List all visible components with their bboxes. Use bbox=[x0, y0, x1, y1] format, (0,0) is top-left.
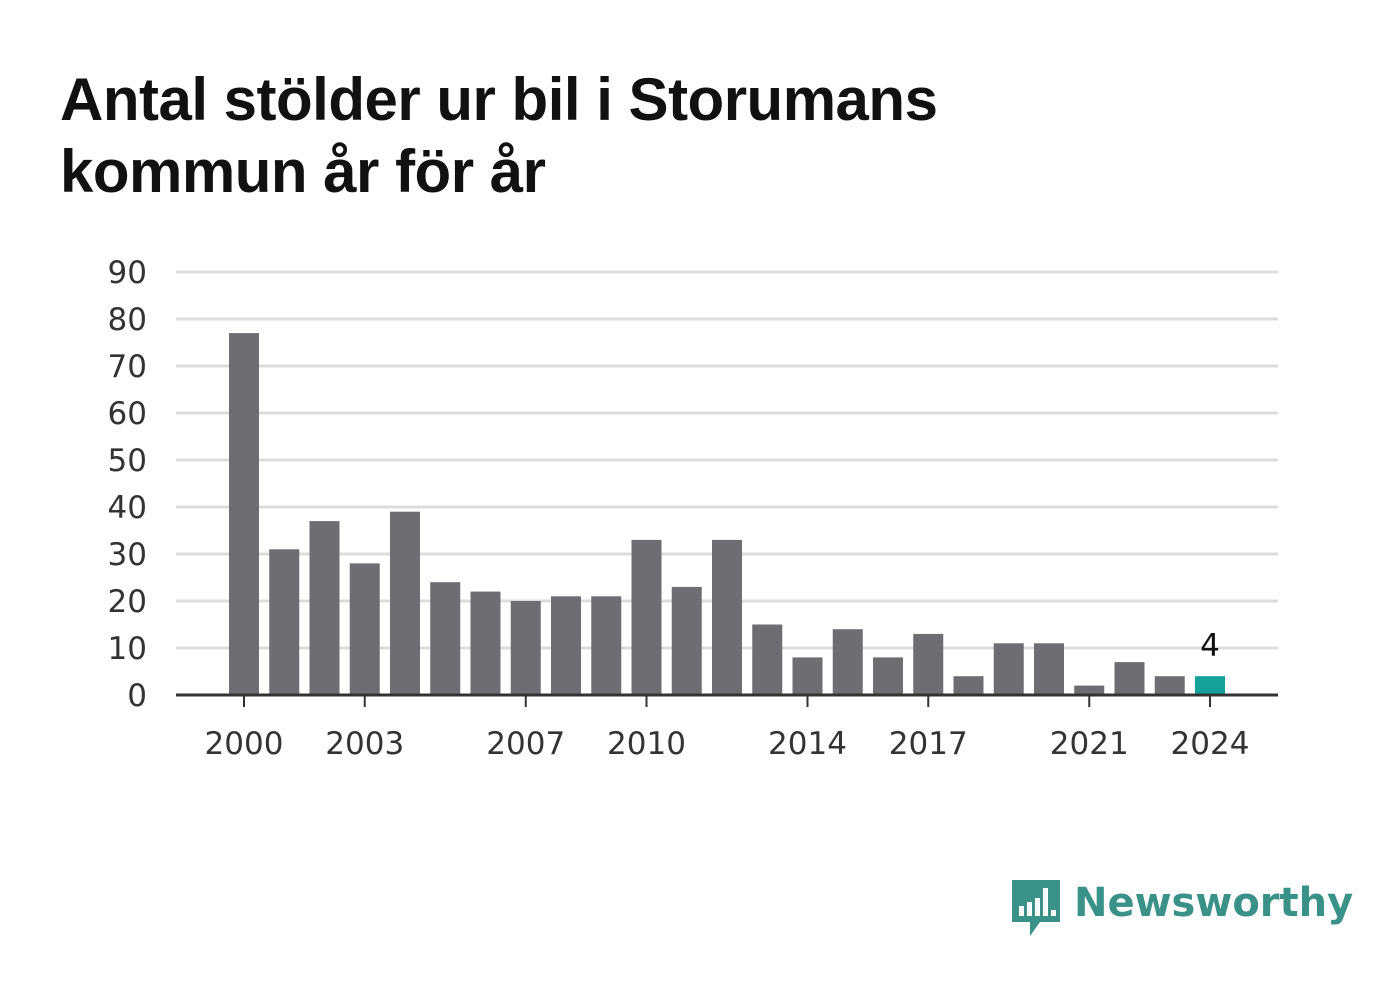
x-tick-label: 2024 bbox=[1171, 726, 1250, 762]
newsworthy-logo-icon bbox=[1012, 880, 1060, 936]
bar-2022 bbox=[1114, 662, 1145, 695]
y-tick-label: 80 bbox=[108, 302, 147, 338]
chart-title: Antal stölder ur bil i Storumans kommun … bbox=[60, 66, 938, 205]
y-axis-tick-labels: 0 10 20 30 40 50 60 70 80 90 bbox=[108, 255, 147, 714]
bar-2004 bbox=[390, 511, 420, 695]
bars bbox=[229, 333, 1225, 695]
y-tick-label: 40 bbox=[108, 490, 147, 526]
x-tick-label: 2014 bbox=[768, 726, 847, 762]
bar-2012 bbox=[712, 539, 742, 695]
x-tick-label: 2021 bbox=[1050, 726, 1129, 762]
x-axis bbox=[176, 693, 1278, 707]
y-tick-label: 30 bbox=[108, 537, 147, 573]
bar-2017 bbox=[913, 633, 944, 695]
x-axis-tick-labels: 2000 2003 2007 2010 2014 2017 2021 2024 bbox=[205, 726, 1250, 762]
data-labels: 4 bbox=[1200, 628, 1220, 664]
bar-2020 bbox=[1034, 643, 1064, 695]
bar-2013 bbox=[752, 624, 783, 695]
y-tick-label: 90 bbox=[108, 255, 147, 291]
y-tick-label: 20 bbox=[108, 584, 147, 620]
bar-2009 bbox=[591, 596, 622, 695]
y-tick-label: 60 bbox=[108, 396, 147, 432]
bar-2005 bbox=[430, 582, 461, 695]
bar-2007 bbox=[510, 601, 541, 695]
brand-name: Newsworthy bbox=[1074, 880, 1354, 926]
data-label-2024: 4 bbox=[1200, 628, 1220, 664]
bar-2011 bbox=[671, 586, 702, 695]
bar-2006 bbox=[470, 591, 501, 695]
x-tick-label: 2010 bbox=[607, 726, 686, 762]
y-tick-label: 0 bbox=[127, 678, 147, 714]
bar-2024 bbox=[1195, 676, 1225, 695]
bar-2008 bbox=[551, 596, 581, 695]
bar-2002 bbox=[309, 521, 340, 695]
bar-2003 bbox=[349, 563, 380, 695]
bar-2016 bbox=[873, 657, 903, 695]
bar-2023 bbox=[1154, 676, 1185, 695]
x-tick-label: 2007 bbox=[486, 726, 565, 762]
bar-2018 bbox=[953, 676, 984, 695]
x-tick-label: 2017 bbox=[889, 726, 968, 762]
bar-2019 bbox=[993, 643, 1024, 695]
x-tick-label: 2003 bbox=[325, 726, 404, 762]
y-tick-label: 10 bbox=[108, 631, 147, 667]
bar-2000 bbox=[229, 333, 259, 695]
y-tick-label: 50 bbox=[108, 443, 147, 479]
bar-2021 bbox=[1074, 685, 1105, 695]
bar-2015 bbox=[832, 629, 863, 695]
bar-chart: 0 10 20 30 40 50 60 70 80 90 2000 2003 2007 2010 2014… bbox=[108, 255, 1278, 762]
bar-2014 bbox=[792, 657, 823, 695]
bar-2001 bbox=[269, 549, 300, 695]
bar-2010 bbox=[631, 539, 662, 695]
x-tick-label: 2000 bbox=[205, 726, 284, 762]
y-tick-label: 70 bbox=[108, 349, 147, 385]
brand-logo: Newsworthy bbox=[1010, 878, 1353, 942]
